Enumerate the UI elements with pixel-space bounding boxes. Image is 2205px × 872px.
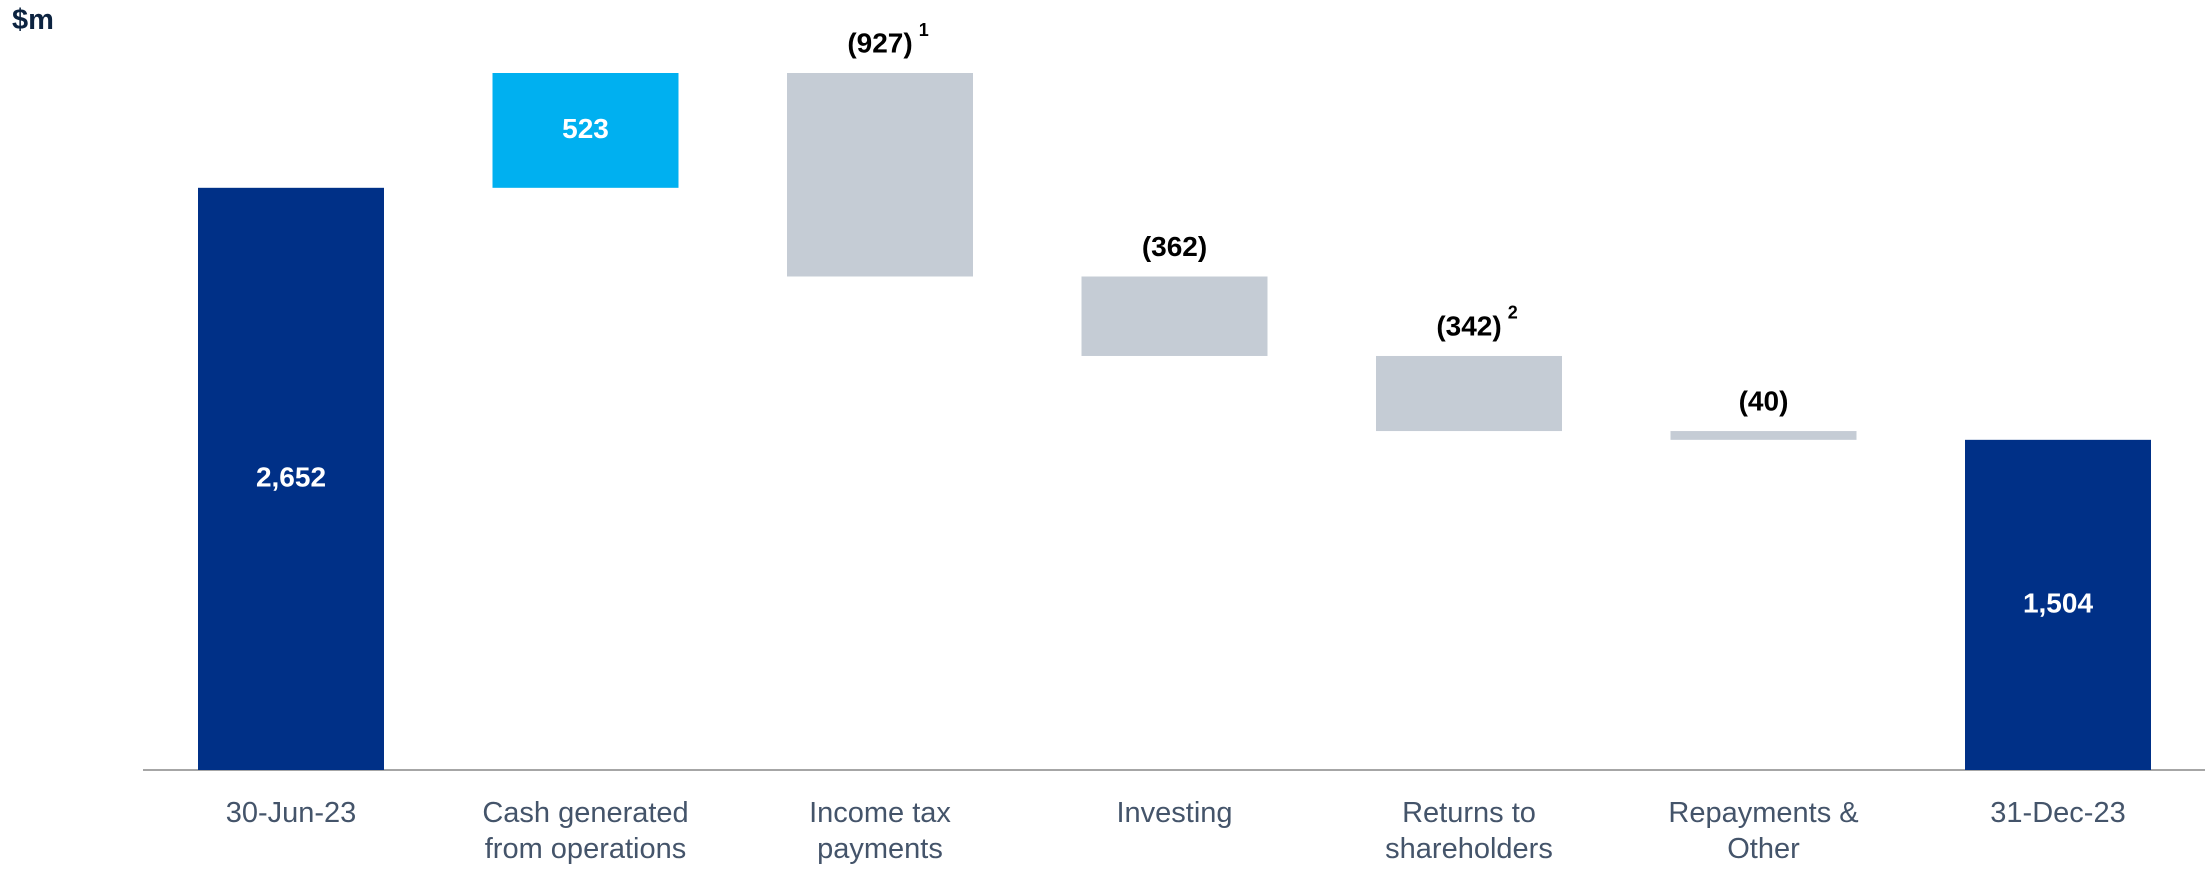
bar — [1376, 355, 1562, 432]
unit-label: $m — [12, 4, 54, 36]
bar — [787, 73, 973, 277]
bar — [1965, 439, 2151, 770]
bar — [1081, 276, 1268, 356]
category-label: Income tax payments — [809, 797, 951, 865]
category-label: Returns to shareholders — [1385, 797, 1553, 865]
bar — [1670, 431, 1857, 440]
category-label: Cash generated from operations — [482, 797, 689, 865]
value-label: (362) — [1142, 231, 1207, 262]
value-label: (40) — [1739, 385, 1789, 416]
value-label: (927) — [847, 27, 912, 58]
value-label: 523 — [562, 113, 609, 144]
category-label: 31-Dec-23 — [1990, 797, 2126, 829]
bar — [198, 187, 384, 770]
bar — [492, 73, 679, 188]
footnote-marker: 2 — [1508, 303, 1518, 323]
value-label: 2,652 — [256, 461, 326, 492]
category-label: Repayments & Other — [1668, 797, 1859, 865]
category-label: Investing — [1116, 797, 1233, 829]
category-label: 30-Jun-23 — [225, 797, 357, 829]
value-label: (342) — [1436, 310, 1501, 341]
value-label: 1,504 — [2023, 587, 2093, 618]
footnote-marker: 1 — [919, 20, 929, 40]
